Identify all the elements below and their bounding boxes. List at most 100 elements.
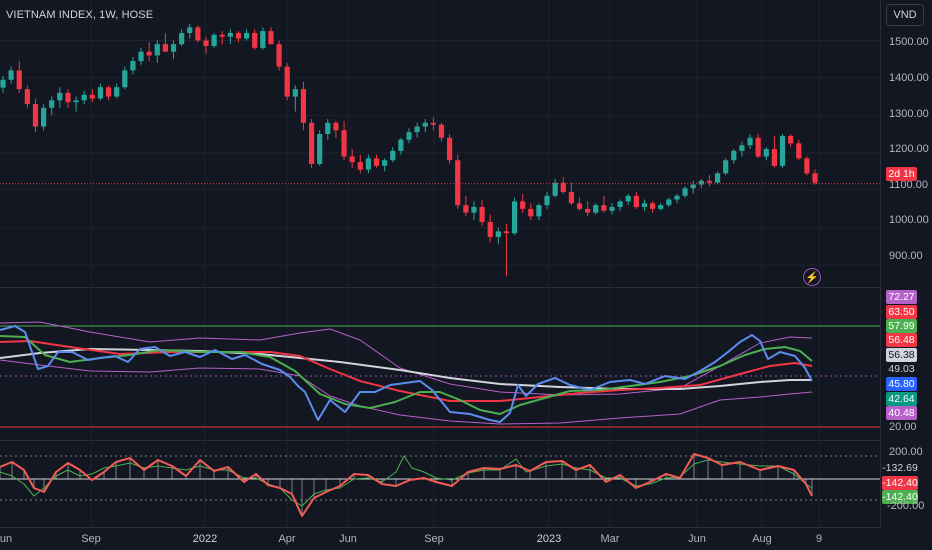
chart-title: VIETNAM INDEX, 1W, HOSE	[6, 9, 154, 21]
bollinger-lower	[0, 359, 813, 425]
price-axis-label: 1400.00	[889, 72, 929, 84]
rsi-badge: 57.99	[886, 319, 917, 333]
candle-body	[130, 61, 136, 71]
candle-body	[593, 205, 599, 213]
candle-body	[398, 139, 404, 151]
candle-body	[235, 32, 242, 39]
candle-body	[487, 221, 493, 237]
candle-body	[325, 122, 331, 135]
candle-body	[430, 122, 436, 125]
candle-body	[511, 201, 518, 234]
candle-body	[520, 201, 526, 209]
candle-body	[455, 160, 461, 206]
time-axis-label: un	[0, 533, 13, 545]
candle-body	[154, 44, 160, 56]
candle-body	[706, 180, 713, 183]
candle-body	[528, 208, 534, 217]
osc-axis-label: 200.00	[889, 446, 923, 458]
candle-body	[260, 31, 266, 48]
candle-body	[203, 40, 209, 47]
candle-body	[666, 199, 672, 206]
candle-body	[16, 70, 22, 90]
price-axis-label: 900.00	[889, 250, 923, 262]
lightning-bolt-icon[interactable]: ⚡	[803, 268, 821, 286]
time-axis-label: Aug	[752, 533, 772, 545]
time-axis-label: 9	[815, 533, 823, 545]
candle-body	[658, 205, 664, 209]
price-axis-label: 1100.00	[889, 179, 928, 191]
time-axis-label: Jun	[339, 533, 357, 545]
rsi-badge: 49.03	[886, 362, 917, 376]
time-axis-label: Mar	[600, 533, 620, 545]
candle-body	[650, 203, 656, 209]
candle-body	[796, 143, 802, 159]
price-axis-label: 1300.00	[889, 108, 929, 120]
candle-body	[170, 44, 177, 52]
candle-body	[422, 122, 428, 127]
rsi-badge: 72.27	[886, 290, 917, 304]
candle-body	[585, 208, 591, 213]
rsi-badge: 56.48	[886, 333, 917, 347]
candle-body	[552, 182, 558, 196]
rsi-badge: 63.50	[886, 305, 917, 319]
candle-body	[195, 27, 201, 41]
candle-body	[8, 70, 14, 80]
candle-body	[503, 231, 510, 234]
candle-body	[788, 135, 794, 144]
candle-body	[114, 87, 120, 97]
osc-badge: -132.69	[882, 461, 918, 475]
candle-body	[609, 207, 615, 211]
candle-body	[739, 145, 745, 151]
candle-body	[317, 134, 323, 164]
osc-badge: -142.40	[882, 490, 918, 504]
candle-body	[146, 51, 152, 56]
candle-body	[349, 156, 355, 163]
osc-axis-label: -200.00	[887, 500, 925, 512]
candle-body	[479, 207, 485, 222]
candle-body	[49, 100, 55, 108]
candle-body	[763, 149, 769, 157]
candle-body	[731, 150, 737, 161]
candle-body	[24, 89, 30, 105]
candle-body	[698, 180, 704, 185]
candle-body	[73, 100, 79, 103]
candle-body	[341, 130, 347, 157]
candle-body	[447, 137, 453, 161]
candle-body	[97, 87, 104, 99]
candle-body	[682, 188, 688, 196]
candle-body	[390, 150, 396, 161]
candle-body	[244, 32, 250, 39]
candle-body	[333, 122, 339, 131]
candle-body	[625, 195, 631, 202]
candle-body	[89, 94, 95, 99]
candle-body	[438, 124, 445, 138]
currency-selector[interactable]: VND	[886, 4, 924, 26]
candle-body	[357, 162, 363, 170]
candle-body	[0, 79, 6, 88]
candle-body	[219, 34, 225, 37]
rsi-line	[0, 325, 813, 423]
candle-body	[308, 122, 315, 164]
candle-body	[300, 89, 307, 123]
candle-body	[406, 132, 412, 140]
time-axis-label: 2023	[536, 533, 562, 545]
candle-body	[276, 44, 282, 67]
candle-body	[105, 87, 112, 97]
candle-body	[162, 44, 168, 52]
rsi-badge: 42.64	[886, 392, 917, 406]
candle-body	[568, 192, 574, 204]
osc-badge: -142.40	[882, 476, 918, 490]
rsi-badge: 40.48	[886, 406, 917, 420]
candle-body	[373, 158, 380, 166]
candle-body	[414, 126, 420, 133]
candle-body	[747, 137, 753, 146]
rsi-badge: 56.38	[886, 348, 917, 362]
time-axis-label: Sep	[81, 533, 101, 545]
candle-body	[617, 201, 623, 208]
time-axis-label: Jun	[688, 533, 706, 545]
candle-body	[32, 104, 39, 127]
time-axis-label: 2022	[192, 533, 218, 545]
candle-body	[812, 173, 818, 183]
candle-body	[122, 70, 128, 88]
